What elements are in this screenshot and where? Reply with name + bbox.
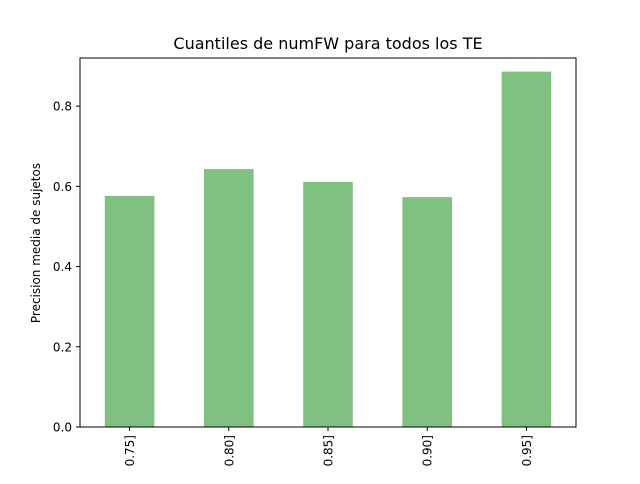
plot-area: 0.0 0.2 0.4 0.6 0.8 0.75] 0.80] 0.85] 0.90] 0.95] bbox=[53, 57, 577, 466]
y-tick-label: 0.2 bbox=[53, 340, 72, 354]
y-tick-label: 0.4 bbox=[53, 260, 72, 274]
bar bbox=[104, 195, 155, 427]
chart-title: Cuantiles de numFW para todos los TE bbox=[173, 34, 482, 53]
x-tick-label: 0.95] bbox=[520, 435, 534, 466]
y-tick-label: 0.8 bbox=[53, 100, 72, 114]
bar bbox=[501, 71, 552, 427]
x-tick-label: 0.75] bbox=[123, 435, 137, 466]
y-tick-label: 0.6 bbox=[53, 180, 72, 194]
x-tick-label: 0.85] bbox=[322, 435, 336, 466]
x-tick-label: 0.80] bbox=[222, 435, 236, 466]
bar bbox=[402, 197, 452, 427]
x-tick-label: 0.90] bbox=[421, 435, 435, 466]
axes-frame bbox=[79, 57, 577, 428]
bar bbox=[204, 169, 254, 428]
y-axis-label: Precision media de sujetos bbox=[29, 163, 43, 323]
bar bbox=[303, 181, 353, 427]
y-tick-label: 0.0 bbox=[53, 421, 72, 435]
